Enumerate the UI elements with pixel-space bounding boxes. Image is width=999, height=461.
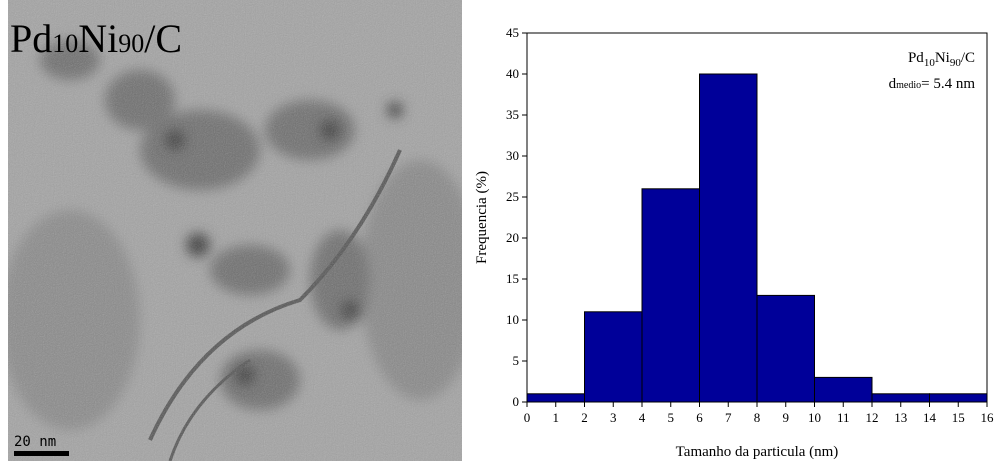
image-label-part: 90 [118, 29, 144, 58]
image-label-part: Ni [78, 16, 118, 61]
x-tick-label: 14 [923, 410, 937, 425]
annotation-part: 90 [950, 57, 962, 69]
scale-bar [14, 451, 69, 456]
x-tick-label: 7 [725, 410, 732, 425]
bar [641, 188, 700, 403]
x-tick-label: 16 [981, 410, 995, 425]
annotation-part: medio [896, 80, 921, 91]
annotation-part: Ni [935, 50, 950, 66]
annotation-part: d [889, 76, 897, 92]
annotation-part: Pd [908, 50, 924, 66]
annotation-mean: dmedio= 5.4 nm [889, 76, 976, 92]
bar [871, 393, 930, 403]
x-tick-label: 4 [639, 410, 646, 425]
x-tick-label: 2 [581, 410, 588, 425]
y-tick-label: 25 [506, 189, 519, 204]
x-tick-label: 6 [696, 410, 703, 425]
y-tick-label: 30 [506, 148, 519, 163]
annotation-part: 10 [924, 57, 936, 69]
y-tick-label: 10 [506, 312, 519, 327]
bar [699, 73, 758, 403]
bar [814, 376, 873, 403]
y-tick-label: 40 [506, 66, 519, 81]
y-tick-label: 20 [506, 230, 519, 245]
x-tick-label: 15 [952, 410, 965, 425]
y-tick-label: 15 [506, 271, 519, 286]
image-label-part: /C [144, 16, 182, 61]
x-tick-label: 9 [783, 410, 790, 425]
y-tick-label: 0 [513, 394, 520, 409]
x-tick-label: 1 [553, 410, 560, 425]
x-tick-label: 0 [524, 410, 531, 425]
bar [584, 311, 643, 403]
bar [526, 393, 585, 403]
x-tick-label: 10 [808, 410, 821, 425]
annotation-part: = 5.4 nm [921, 76, 975, 92]
image-label: Pd10Ni90/C [10, 16, 182, 61]
annotation-part: /C [961, 50, 975, 66]
y-tick-label: 5 [513, 353, 520, 368]
scale-bar-label: 20 nm [14, 434, 56, 450]
x-tick-label: 12 [866, 410, 879, 425]
x-tick-label: 13 [894, 410, 907, 425]
y-axis-label: Frequencia (%) [474, 171, 490, 264]
y-tick-label: 35 [506, 107, 519, 122]
x-tick-label: 5 [668, 410, 675, 425]
annotation-formula: Pd10Ni90/C [908, 50, 975, 69]
image-label-part: Pd [10, 16, 52, 61]
tem-image: Pd10Ni90/C 20 nm [8, 0, 462, 461]
x-tick-label: 3 [610, 410, 617, 425]
x-tick-label: 11 [837, 410, 850, 425]
bar [929, 393, 988, 403]
image-label-part: 10 [52, 29, 78, 58]
bar [756, 294, 815, 403]
y-tick-label: 45 [506, 25, 519, 40]
x-axis-label: Tamanho da particula (nm) [676, 444, 839, 460]
x-tick-label: 8 [754, 410, 761, 425]
